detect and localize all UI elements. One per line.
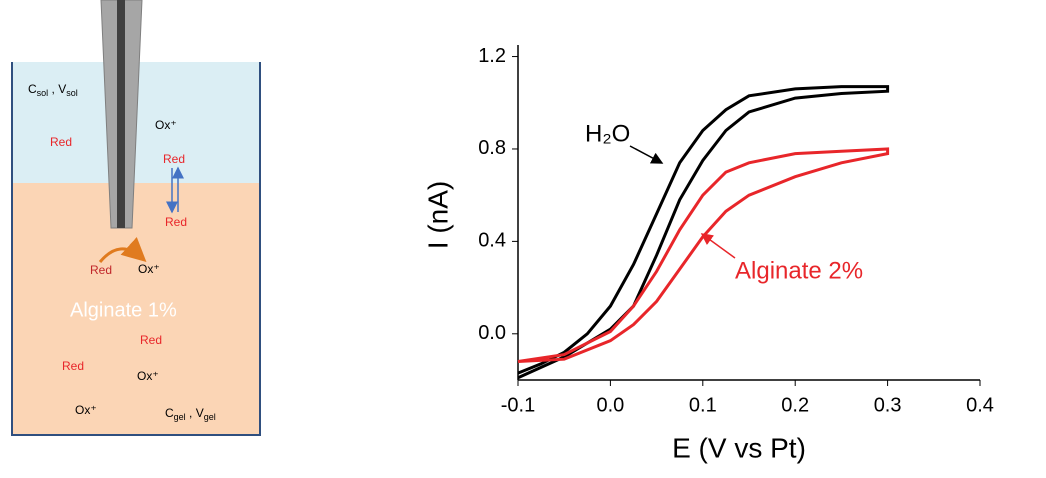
x-tick-label: 0.1 [689, 394, 717, 416]
species-label: Red [163, 152, 185, 166]
annotation-arrow [700, 233, 736, 259]
species-label: Red [50, 135, 72, 149]
species-label: Red [165, 215, 187, 229]
gel-region [12, 183, 260, 435]
electrode-wire [117, 0, 125, 228]
cv-curve [517, 85, 890, 380]
container [11, 62, 261, 436]
x-tick-label: 0.4 [966, 394, 994, 416]
diagram: Csol , Vsol Cgel , Vgel [11, 0, 261, 436]
species-label: Red [62, 359, 84, 373]
x-tick-label: -0.1 [501, 394, 535, 416]
gel-label: Cgel , Vgel [165, 406, 216, 422]
species-label: Red [140, 333, 162, 347]
x-axis-label: E (V vs Pt) [672, 432, 806, 463]
arrow [98, 237, 147, 263]
species-label: Red [90, 263, 112, 277]
species-label: Ox⁺ [137, 369, 159, 383]
y-axis-label: I (nA) [422, 181, 453, 249]
gel-name: Alginate 1% [70, 299, 177, 321]
x-tick-label: 0.0 [596, 394, 624, 416]
cv-curve [517, 147, 890, 363]
x-tick-label: 0.2 [781, 394, 809, 416]
y-tick-label: 0.4 [478, 230, 506, 252]
x-tick-label: 0.3 [874, 394, 902, 416]
species-label: Ox⁺ [75, 403, 97, 417]
species-label: Ox⁺ [155, 118, 177, 132]
annotation: Alginate 2% [735, 257, 863, 284]
solution-label: Csol , Vsol [28, 82, 78, 98]
annotation: H₂O [585, 120, 630, 147]
y-tick-label: 0.8 [478, 137, 506, 159]
y-tick-label: 1.2 [478, 45, 506, 67]
y-tick-label: 0.0 [478, 322, 506, 344]
species-label: Ox⁺ [138, 262, 160, 276]
annotation-arrow [629, 145, 664, 164]
chart: -0.1 0.0 0.1 0.2 0.3 0.4 0.0 0.4 0.8 1.2 E (V vs P… [422, 45, 994, 464]
